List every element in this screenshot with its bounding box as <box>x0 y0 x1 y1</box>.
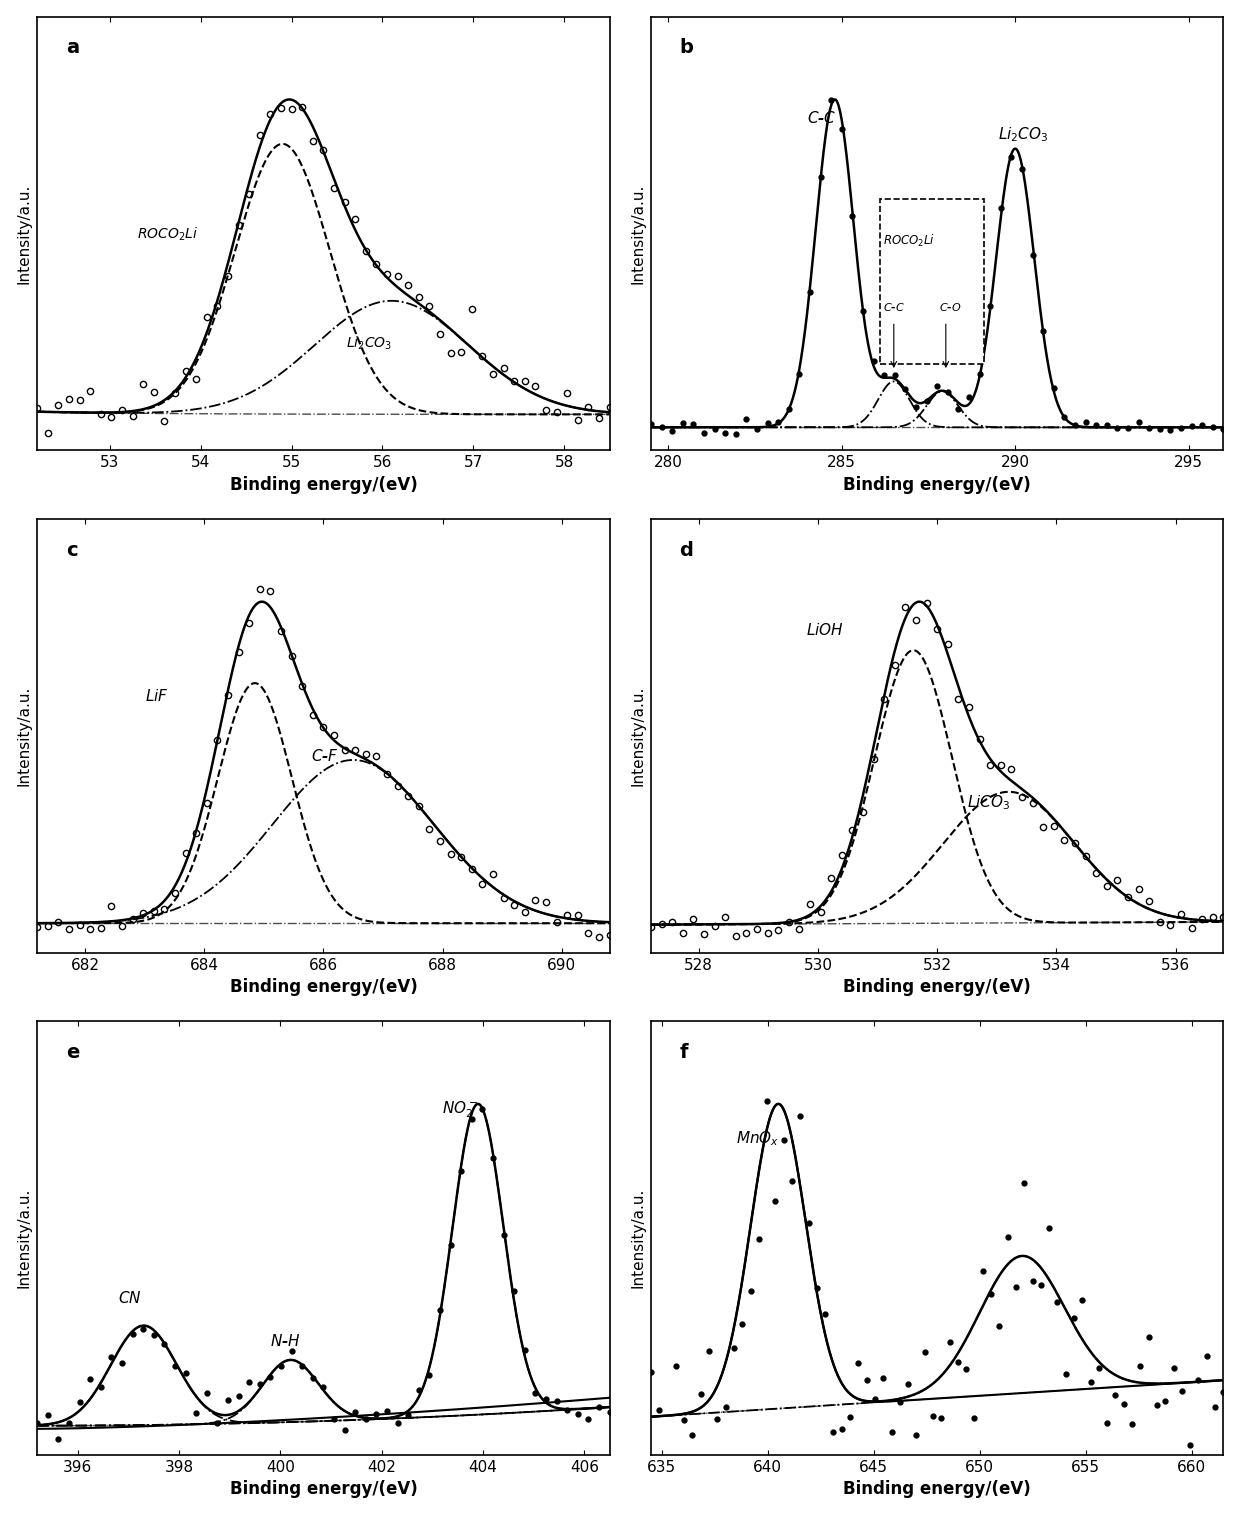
Y-axis label: Intensity/a.u.: Intensity/a.u. <box>630 1188 645 1288</box>
X-axis label: Binding energy/(eV): Binding energy/(eV) <box>229 979 418 995</box>
Text: $NO_2^-$: $NO_2^-$ <box>443 1100 479 1120</box>
Text: a: a <box>66 38 79 58</box>
Y-axis label: Intensity/a.u.: Intensity/a.u. <box>16 686 32 786</box>
X-axis label: Binding energy/(eV): Binding energy/(eV) <box>229 1480 418 1498</box>
X-axis label: Binding energy/(eV): Binding energy/(eV) <box>843 476 1030 494</box>
X-axis label: Binding energy/(eV): Binding energy/(eV) <box>843 979 1030 995</box>
Y-axis label: Intensity/a.u.: Intensity/a.u. <box>16 183 32 283</box>
Text: $N$-$H$: $N$-$H$ <box>270 1333 301 1348</box>
Text: b: b <box>680 38 693 58</box>
Text: $LiOH$: $LiOH$ <box>806 621 843 638</box>
FancyBboxPatch shape <box>880 198 985 365</box>
Text: $C$-$C$: $C$-$C$ <box>883 301 905 314</box>
Text: f: f <box>680 1042 688 1062</box>
Text: $ROCO_2Li$: $ROCO_2Li$ <box>883 233 936 250</box>
Text: c: c <box>66 541 77 559</box>
Text: $Li_2CO_3$: $Li_2CO_3$ <box>346 335 392 351</box>
Y-axis label: Intensity/a.u.: Intensity/a.u. <box>630 183 645 283</box>
Text: $C$-$F$: $C$-$F$ <box>311 747 340 764</box>
Text: $LiF$: $LiF$ <box>145 688 169 704</box>
Y-axis label: Intensity/a.u.: Intensity/a.u. <box>16 1188 32 1288</box>
Text: $C$-$C$: $C$-$C$ <box>807 109 837 126</box>
Y-axis label: Intensity/a.u.: Intensity/a.u. <box>630 686 645 786</box>
Text: $LiCO_3$: $LiCO_3$ <box>967 792 1011 812</box>
Text: $Li_2CO_3$: $Li_2CO_3$ <box>998 126 1048 144</box>
X-axis label: Binding energy/(eV): Binding energy/(eV) <box>229 476 418 494</box>
Text: $CN$: $CN$ <box>118 1289 141 1306</box>
Text: e: e <box>66 1042 79 1062</box>
X-axis label: Binding energy/(eV): Binding energy/(eV) <box>843 1480 1030 1498</box>
Text: $ROCO_2Li$: $ROCO_2Li$ <box>138 226 198 242</box>
Text: d: d <box>680 541 693 559</box>
Text: $C$-$O$: $C$-$O$ <box>939 301 961 314</box>
Text: $MnO_x$: $MnO_x$ <box>735 1130 779 1148</box>
